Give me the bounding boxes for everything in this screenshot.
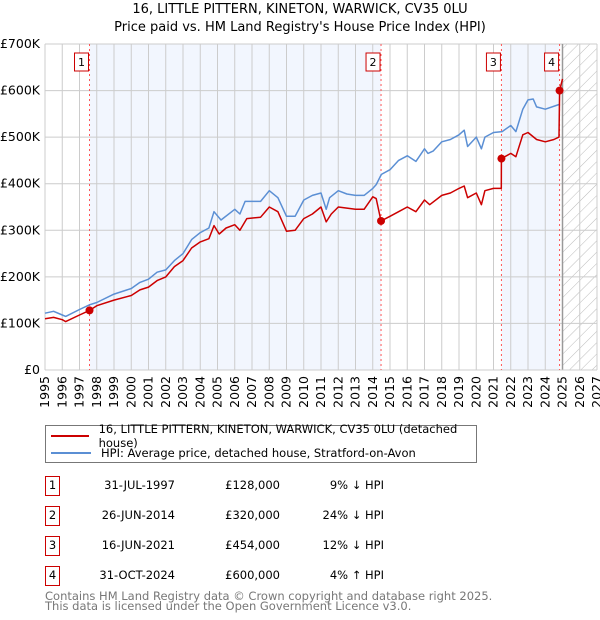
- y-tick-label: £100K: [0, 315, 41, 330]
- x-tick-label: 2011: [313, 376, 328, 408]
- x-tick-label: 2001: [141, 376, 156, 408]
- x-tick-label: 1998: [89, 376, 104, 408]
- transaction-price: £600,000: [225, 568, 280, 582]
- transaction-number: 3: [45, 536, 60, 556]
- sale-point: [85, 306, 94, 315]
- x-tick-label: 2007: [244, 376, 259, 408]
- x-tick-label: 2026: [572, 376, 587, 408]
- x-tick-label: 2009: [279, 376, 294, 408]
- legend-swatch-blue: [51, 452, 91, 454]
- transaction-row: 4 31-OCT-2024 £600,000 4% ↑ HPI: [45, 566, 465, 586]
- x-tick-label: 2012: [330, 376, 345, 408]
- x-tick-label: 2017: [417, 376, 432, 408]
- x-tick-label: 2016: [399, 376, 414, 408]
- sale-label-border: [365, 52, 381, 72]
- legend-item-hpi: HPI: Average price, detached house, Stra…: [46, 445, 416, 461]
- sale-label-number: 3: [490, 56, 497, 69]
- transaction-number: 2: [45, 506, 60, 526]
- y-tick-label: £400K: [0, 176, 41, 191]
- x-tick-label: 2018: [434, 376, 449, 408]
- x-tick-label: 2019: [451, 376, 466, 408]
- y-tick-label: £200K: [0, 269, 41, 284]
- transaction-row: 2 26-JUN-2014 £320,000 24% ↓ HPI: [45, 506, 465, 526]
- transaction-date: 31-OCT-2024: [99, 568, 175, 582]
- x-tick-label: 2024: [537, 376, 552, 408]
- transaction-hpi-diff: 12% ↓ HPI: [322, 538, 384, 552]
- shaded-period-2: [501, 44, 560, 370]
- x-tick-label: 2015: [382, 376, 397, 408]
- y-tick-label: £600K: [0, 83, 41, 98]
- sale-label-box: 4: [544, 52, 560, 72]
- hpi-line: [44, 98, 560, 318]
- transaction-number: 1: [45, 476, 60, 496]
- x-tick-label: 1999: [106, 376, 121, 408]
- sale-point: [555, 86, 564, 95]
- transaction-row: 3 16-JUN-2021 £454,000 12% ↓ HPI: [45, 536, 465, 556]
- x-tick-label: 2020: [468, 376, 483, 408]
- footer-licence: This data is licensed under the Open Gov…: [45, 599, 412, 613]
- sale-label-number: 2: [370, 56, 377, 69]
- shaded-period-1: [89, 44, 382, 370]
- transaction-hpi-diff: 4% ↑ HPI: [329, 568, 384, 582]
- x-tick-label: 2002: [158, 376, 173, 408]
- x-tick-label: 2005: [210, 376, 225, 408]
- property-price-line: [44, 78, 564, 323]
- x-tick-label: 2010: [296, 376, 311, 408]
- sale-label-box: 2: [365, 52, 381, 72]
- x-tick-label: 1995: [37, 376, 52, 408]
- legend-label-property: 16, LITTLE PITTERN, KINETON, WARWICK, CV…: [98, 422, 458, 450]
- x-tick-label: 2013: [348, 376, 363, 408]
- transaction-date: 31-JUL-1997: [104, 478, 175, 492]
- sale-point: [377, 216, 386, 225]
- transaction-price: £454,000: [225, 538, 280, 552]
- legend-label-hpi: HPI: Average price, detached house, Stra…: [101, 446, 416, 460]
- x-tick-label: 2003: [175, 376, 190, 408]
- y-tick-label: £700K: [0, 36, 41, 51]
- footer-copyright: Contains HM Land Registry data © Crown c…: [45, 589, 493, 603]
- sale-label-number: 4: [548, 56, 555, 69]
- y-tick-label: £500K: [0, 129, 41, 144]
- x-tick-label: 2014: [365, 376, 380, 408]
- transaction-price: £320,000: [225, 508, 280, 522]
- sale-label-border: [485, 52, 501, 72]
- sale-point: [497, 154, 506, 163]
- y-tick-label: £0: [24, 362, 40, 377]
- sale-label-number: 1: [78, 56, 85, 69]
- sale-label-border: [74, 52, 90, 72]
- transaction-date: 26-JUN-2014: [101, 508, 175, 522]
- x-tick-label: 1996: [54, 376, 69, 408]
- transaction-hpi-diff: 9% ↓ HPI: [329, 478, 384, 492]
- x-tick-label: 2023: [520, 376, 535, 408]
- chart-title-line2: Price paid vs. HM Land Registry's House …: [114, 20, 486, 35]
- x-tick-label: 1997: [72, 376, 87, 408]
- transaction-price: £128,000: [225, 478, 280, 492]
- x-tick-label: 2021: [486, 376, 501, 408]
- x-tick-label: 2025: [555, 376, 570, 408]
- sale-label-border: [544, 52, 560, 72]
- legend: 16, LITTLE PITTERN, KINETON, WARWICK, CV…: [45, 422, 477, 463]
- price-chart: 1995 1996 1997 1998 1999 2000 2001 2002 2003 2004…: [0, 36, 600, 408]
- x-tick-label: 2027: [589, 376, 600, 408]
- legend-item-property: 16, LITTLE PITTERN, KINETON, WARWICK, CV…: [46, 422, 476, 450]
- chart-title-line1: 16, LITTLE PITTERN, KINETON, WARWICK, CV…: [132, 2, 468, 17]
- x-tick-label: 2000: [123, 376, 138, 408]
- transaction-date: 16-JUN-2021: [101, 538, 175, 552]
- x-tick-label: 2008: [261, 376, 276, 408]
- y-tick-label: £300K: [0, 222, 41, 237]
- sale-label-box: 1: [74, 52, 90, 72]
- transaction-row: 1 31-JUL-1997 £128,000 9% ↓ HPI: [45, 476, 465, 496]
- transaction-number: 4: [45, 566, 60, 586]
- x-tick-label: 2006: [227, 376, 242, 408]
- x-tick-label: 2022: [503, 376, 518, 408]
- legend-swatch-red: [51, 435, 89, 437]
- sale-label-box: 3: [485, 52, 501, 72]
- transaction-hpi-diff: 24% ↓ HPI: [322, 508, 384, 522]
- x-tick-label: 2004: [192, 376, 207, 408]
